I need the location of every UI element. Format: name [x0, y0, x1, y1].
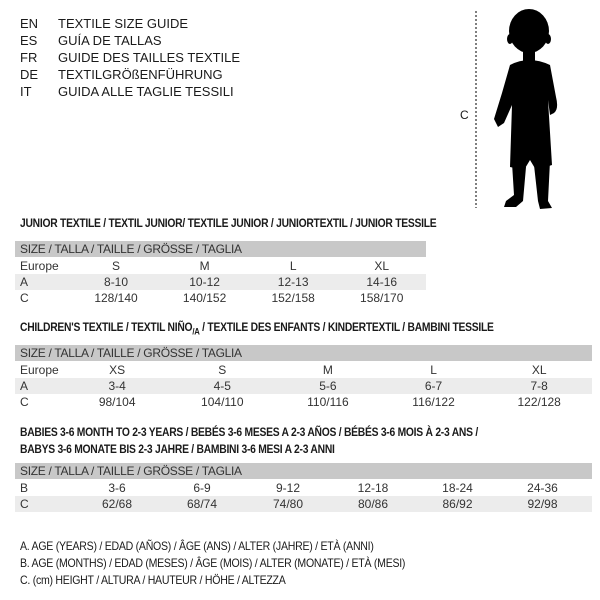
cell: M	[199, 259, 210, 273]
table-row: C 98/104 104/110 110/116 116/122 122/128	[15, 394, 592, 410]
cell: 140/152	[182, 291, 227, 305]
cell: 14-16	[366, 275, 398, 289]
legend-c: C. (cm) HEIGHT / ALTURA / HAUTEUR / HÖHE…	[20, 573, 286, 587]
row-label: Europe	[20, 363, 59, 377]
cell: 80/86	[357, 497, 389, 511]
size-header-row: SIZE / TALLA / TAILLE / GRÖSSE / TAGLIA	[15, 345, 592, 361]
size-header: SIZE / TALLA / TAILLE / GRÖSSE / TAGLIA	[20, 464, 242, 478]
size-header: SIZE / TALLA / TAILLE / GRÖSSE / TAGLIA	[20, 346, 242, 360]
cell: XL	[374, 259, 390, 273]
cell: 9-12	[275, 481, 301, 495]
cell: 86/92	[442, 497, 473, 511]
child-silhouette-icon	[475, 9, 558, 209]
lang-code-es: ES	[20, 33, 38, 48]
row-label: A	[20, 379, 29, 393]
title-fr: GUIDE DES TAILLES TEXTILE	[58, 50, 241, 65]
table-row: C 128/140 140/152 152/158 158/170	[15, 290, 426, 306]
cell: 4-5	[213, 379, 231, 393]
row-label: B	[20, 481, 29, 495]
cell: 5-6	[319, 379, 337, 393]
cell: 12-18	[357, 481, 389, 495]
junior-table: SIZE / TALLA / TAILLE / GRÖSSE / TAGLIA …	[15, 241, 426, 306]
children-table: SIZE / TALLA / TAILLE / GRÖSSE / TAGLIA …	[15, 345, 592, 410]
table-row: A 8-10 10-12 12-13 14-16	[15, 274, 426, 290]
cell: S	[112, 259, 121, 273]
cell: 74/80	[272, 497, 304, 511]
title-de: TEXTILGRÖßENFÜHRUNG	[58, 67, 223, 82]
cell: M	[322, 363, 333, 377]
cell: 92/98	[527, 497, 558, 511]
junior-heading: JUNIOR TEXTILE / TEXTIL JUNIOR/ TEXTILE …	[20, 216, 437, 230]
legend-a: A. AGE (YEARS) / EDAD (AÑOS) / ÂGE (ANS)…	[20, 539, 374, 553]
row-label: C	[20, 291, 29, 305]
cell: 158/170	[360, 291, 404, 305]
cell: 8-10	[104, 275, 129, 289]
cell: XL	[531, 363, 547, 377]
cell: 128/140	[94, 291, 138, 305]
lang-code-fr: FR	[20, 50, 38, 65]
cell: 6-9	[193, 481, 211, 495]
children-heading-rest: / TEXTILE DES ENFANTS / KINDERTEXTIL / B…	[199, 320, 494, 334]
title-it: GUIDA ALLE TAGLIE TESSILI	[58, 84, 234, 99]
cell: 116/122	[412, 395, 455, 409]
cell: XS	[109, 363, 126, 377]
cell: 18-24	[442, 481, 473, 495]
cell: 24-36	[527, 481, 558, 495]
cell: L	[430, 363, 437, 377]
cell: 122/128	[517, 395, 561, 409]
lang-code-de: DE	[20, 67, 39, 82]
row-label: C	[20, 395, 29, 409]
row-label: Europe	[20, 259, 59, 273]
babies-heading-line1: BABIES 3-6 MONTH TO 2-3 YEARS / BEBÉS 3-…	[20, 425, 478, 439]
cell: 152/158	[271, 291, 315, 305]
legend-b: B. AGE (MONTHS) / EDAD (MESES) / ÂGE (MO…	[20, 556, 406, 570]
row-label: C	[20, 497, 29, 511]
cell: 3-4	[108, 379, 126, 393]
children-heading-sub: /A	[192, 326, 200, 337]
cell: 7-8	[530, 379, 548, 393]
table-row: B 3-6 6-9 9-12 12-18 18-24 24-36	[15, 480, 592, 496]
title-es: GUÍA DE TALLAS	[58, 33, 162, 48]
size-header-row: SIZE / TALLA / TAILLE / GRÖSSE / TAGLIA	[15, 241, 426, 257]
table-row: C 62/68 68/74 74/80 80/86 86/92 92/98	[15, 496, 592, 512]
cell: S	[218, 363, 227, 377]
size-header-row: SIZE / TALLA / TAILLE / GRÖSSE / TAGLIA	[15, 463, 592, 479]
table-row: A 3-4 4-5 5-6 6-7 7-8	[15, 378, 592, 394]
child-figure	[494, 9, 558, 209]
cell: L	[289, 259, 297, 273]
children-heading: CHILDREN'S TEXTILE / TEXTIL NIÑO/A / TEX…	[20, 320, 494, 336]
lang-code-it: IT	[20, 84, 32, 99]
cell: 98/104	[98, 395, 136, 409]
size-header: SIZE / TALLA / TAILLE / GRÖSSE / TAGLIA	[20, 242, 242, 256]
babies-heading-line2: BABYS 3-6 MONATE BIS 2-3 JAHRE / BAMBINI…	[20, 442, 335, 456]
cell: 12-13	[277, 275, 309, 289]
babies-table: SIZE / TALLA / TAILLE / GRÖSSE / TAGLIA …	[15, 463, 592, 512]
title-en: TEXTILE SIZE GUIDE	[58, 16, 189, 31]
cell: 68/74	[186, 497, 218, 511]
children-heading-main: CHILDREN'S TEXTILE / TEXTIL NIÑO	[20, 320, 193, 334]
cell: 62/68	[101, 497, 133, 511]
cell: 3-6	[108, 481, 126, 495]
cell: 6-7	[424, 379, 443, 393]
cell: 104/110	[201, 395, 244, 409]
cell: 10-12	[189, 275, 220, 289]
row-label: A	[20, 275, 29, 289]
cell: 110/116	[307, 395, 349, 409]
table-row: Europe S M L XL	[15, 258, 426, 274]
height-label: C	[460, 108, 469, 122]
table-row: Europe XS S M L XL	[15, 362, 592, 378]
lang-code-en: EN	[20, 16, 39, 31]
